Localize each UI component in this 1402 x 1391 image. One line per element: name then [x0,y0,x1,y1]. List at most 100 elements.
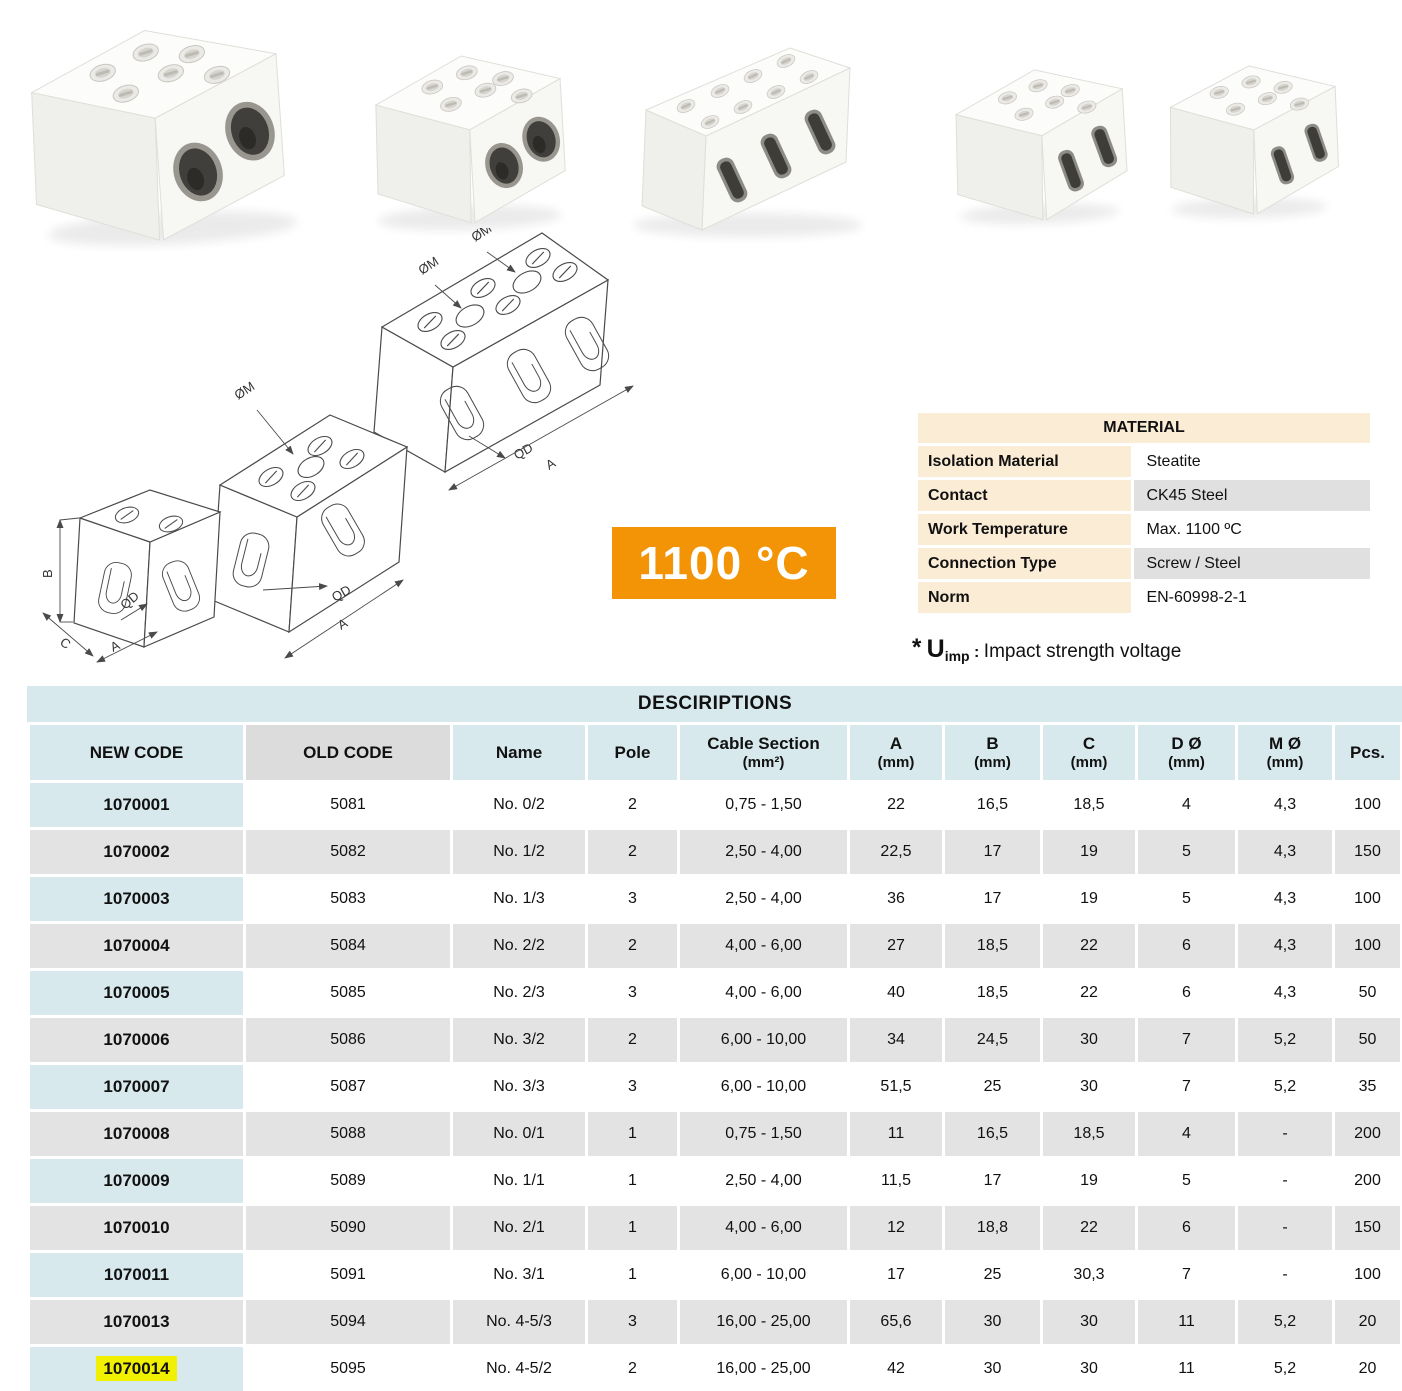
cell-b: 17 [945,877,1040,921]
cell-old-code: 5085 [246,971,450,1015]
uimp-symbol: U [926,635,945,663]
cell-m-diameter: 5,2 [1238,1018,1332,1062]
cell-cable-section: 4,00 - 6,00 [680,1206,847,1250]
cell-cable-section: 4,00 - 6,00 [680,971,847,1015]
table-row: 1070007 5087 No. 3/3 3 6,00 - 10,00 51,5 25 30 7… [30,1065,1400,1109]
product-photo-large-2-pole [30,30,298,246]
dim-label-a: A [108,637,123,654]
cell-pole: 2 [588,830,677,874]
cell-d-diameter: 7 [1138,1253,1235,1297]
cell-cable-section: 2,50 - 4,00 [680,1159,847,1203]
uimp-text: Impact strength voltage [983,641,1182,662]
cell-name: No. 0/1 [453,1112,585,1156]
material-row: Isolation Material Steatite [918,446,1370,477]
table-row: 1070013 5094 No. 4-5/3 3 16,00 - 25,00 65,6 30… [30,1300,1400,1344]
drawing-2-hole-block: ØM QD A [211,379,409,659]
cell-m-diameter: 4,3 [1238,971,1332,1015]
cell-cable-section: 6,00 - 10,00 [680,1253,847,1297]
temperature-badge: 1100 °C [612,527,836,599]
cell-old-code: 5095 [246,1347,450,1391]
cell-b: 25 [945,1065,1040,1109]
dim-label-om: ØM [231,379,257,403]
column-header: Pole [588,725,677,780]
cell-m-diameter: 5,2 [1238,1065,1332,1109]
table-row: 1070005 5085 No. 2/3 3 4,00 - 6,00 40 18,5 22 6 4… [30,971,1400,1015]
cell-c: 30,3 [1043,1253,1135,1297]
cell-d-diameter: 7 [1138,1065,1235,1109]
column-header: Name [453,725,585,780]
cell-a: 42 [850,1347,942,1391]
cell-cable-section: 0,75 - 1,50 [680,1112,847,1156]
cell-pcs: 100 [1335,1253,1400,1297]
cell-m-diameter: - [1238,1112,1332,1156]
column-header: OLD CODE [246,725,450,780]
table-row: 1070004 5084 No. 2/2 2 4,00 - 6,00 27 18,5 22 6 4… [30,924,1400,968]
cell-m-diameter: 4,3 [1238,877,1332,921]
table-row: 1070003 5083 No. 1/3 3 2,50 - 4,00 36 17 19 5 4,3… [30,877,1400,921]
cell-pole: 3 [588,1065,677,1109]
descriptions-header-row: NEW CODE OLD CODE Name Pole Cable Section (mm… [30,725,1400,780]
product-photo-small-2-pole-a [954,69,1128,225]
cell-d-diameter: 4 [1138,1112,1235,1156]
material-row: Norm EN-60998-2-1 [918,582,1370,613]
cell-d-diameter: 4 [1138,783,1235,827]
cell-cable-section: 2,50 - 4,00 [680,877,847,921]
dim-label-om: ØM [415,254,441,278]
cell-old-code: 5089 [246,1159,450,1203]
cell-a: 22 [850,783,942,827]
cell-new-code: 1070005 [30,971,243,1015]
material-row: Work Temperature Max. 1100 ºC [918,514,1370,545]
cell-a: 17 [850,1253,942,1297]
cell-c: 19 [1043,1159,1135,1203]
cell-c: 30 [1043,1065,1135,1109]
cell-a: 12 [850,1206,942,1250]
column-header: NEW CODE [30,725,243,780]
cell-a: 34 [850,1018,942,1062]
dim-label-om: ØM [468,228,494,245]
cell-m-diameter: 4,3 [1238,783,1332,827]
product-photo-small-2-pole-b [1169,65,1340,219]
column-header: C (mm) [1043,725,1135,780]
cell-m-diameter: - [1238,1253,1332,1297]
cell-old-code: 5081 [246,783,450,827]
cell-name: No. 2/2 [453,924,585,968]
cell-a: 22,5 [850,830,942,874]
cell-pole: 3 [588,971,677,1015]
cell-pcs: 200 [1335,1159,1400,1203]
cell-new-code: 1070003 [30,877,243,921]
cell-new-code: 1070001 [30,783,243,827]
product-photo-long-3-pole [633,47,863,237]
drawing-3-pole-block: ØM ØM QD A [373,228,634,491]
cell-name: No. 4-5/2 [453,1347,585,1391]
drawing-1-pole-block: B C A QD [40,489,222,663]
material-row: Contact CK45 Steel [918,480,1370,511]
cell-pole: 1 [588,1206,677,1250]
cell-c: 30 [1043,1018,1135,1062]
material-label: Contact [918,480,1132,511]
cell-d-diameter: 7 [1138,1018,1235,1062]
cell-name: No. 1/1 [453,1159,585,1203]
material-value: EN-60998-2-1 [1134,582,1370,613]
cell-a: 40 [850,971,942,1015]
cell-b: 18,8 [945,1206,1040,1250]
cell-new-code: 1070009 [30,1159,243,1203]
cell-pcs: 100 [1335,783,1400,827]
cell-pcs: 35 [1335,1065,1400,1109]
cell-old-code: 5088 [246,1112,450,1156]
table-row: 1070006 5086 No. 3/2 2 6,00 - 10,00 34 24,5 30 7… [30,1018,1400,1062]
material-value: Max. 1100 ºC [1134,514,1370,545]
descriptions-table-title: DESCIRIPTIONS [27,686,1402,722]
material-label: Work Temperature [918,514,1132,545]
cell-c: 19 [1043,877,1135,921]
cell-old-code: 5086 [246,1018,450,1062]
cell-cable-section: 6,00 - 10,00 [680,1018,847,1062]
cell-old-code: 5084 [246,924,450,968]
cell-pole: 2 [588,1018,677,1062]
column-header: Cable Section (mm²) [680,725,847,780]
cell-pcs: 50 [1335,971,1400,1015]
cell-old-code: 5090 [246,1206,450,1250]
cell-c: 22 [1043,1206,1135,1250]
dim-label-b: B [40,569,55,578]
cell-name: No. 0/2 [453,783,585,827]
